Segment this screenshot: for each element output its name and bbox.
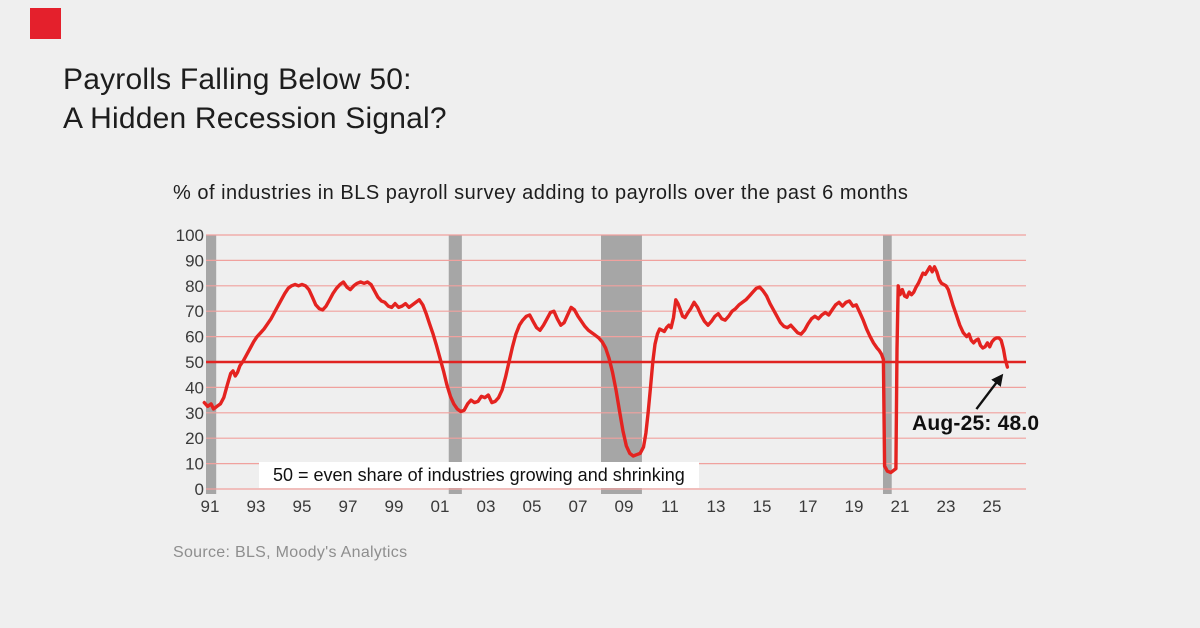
brand-mark <box>30 8 61 39</box>
y-tick-label: 50 <box>185 353 204 372</box>
recession-band <box>448 235 462 494</box>
x-tick-label: 07 <box>569 497 588 516</box>
x-tick-label: 15 <box>753 497 772 516</box>
x-tick-label: 17 <box>799 497 818 516</box>
page-title: Payrolls Falling Below 50: A Hidden Reces… <box>63 60 447 138</box>
page-title-line2: A Hidden Recession Signal? <box>63 102 447 135</box>
y-tick-label: 100 <box>176 226 204 245</box>
midline-label: 50 = even share of industries growing an… <box>259 462 699 488</box>
x-tick-label: 91 <box>201 497 220 516</box>
y-tick-label: 0 <box>195 480 204 499</box>
x-tick-label: 05 <box>523 497 542 516</box>
x-tick-label: 95 <box>293 497 312 516</box>
x-tick-label: 23 <box>937 497 956 516</box>
x-tick-label: 99 <box>385 497 404 516</box>
recession-band <box>882 235 892 494</box>
x-tick-label: 97 <box>339 497 358 516</box>
y-tick-label: 90 <box>185 251 204 270</box>
y-tick-label: 20 <box>185 429 204 448</box>
x-tick-label: 21 <box>891 497 910 516</box>
x-tick-label: 11 <box>661 497 679 516</box>
payrolls-series-line <box>202 265 1010 475</box>
x-tick-label: 09 <box>615 497 634 516</box>
x-tick-label: 93 <box>247 497 266 516</box>
recession-band <box>601 235 642 494</box>
x-tick-label: 03 <box>477 497 496 516</box>
y-tick-label: 60 <box>185 328 204 347</box>
latest-value-annotation: Aug-25: 48.0 <box>912 412 1040 435</box>
y-tick-label: 80 <box>185 277 204 296</box>
page-title-line1: Payrolls Falling Below 50: <box>63 63 412 96</box>
x-tick-label: 25 <box>983 497 1002 516</box>
y-tick-label: 10 <box>185 455 204 474</box>
recession-band <box>206 235 217 494</box>
annotation-arrow <box>975 373 1004 410</box>
x-tick-label: 13 <box>707 497 726 516</box>
y-tick-label: 30 <box>185 404 204 423</box>
x-tick-label: 19 <box>845 497 864 516</box>
y-tick-label: 70 <box>185 302 204 321</box>
chart-title: % of industries in BLS payroll survey ad… <box>173 182 909 204</box>
source-note: Source: BLS, Moody's Analytics <box>173 544 408 561</box>
y-tick-label: 40 <box>185 378 204 397</box>
x-tick-label: 01 <box>431 497 450 516</box>
